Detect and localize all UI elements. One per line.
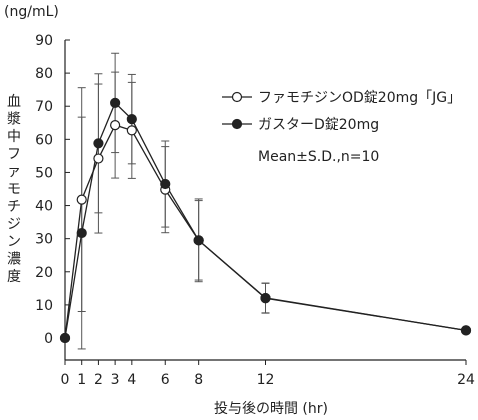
y-tick-label: 60 xyxy=(35,132,53,148)
data-point-filled xyxy=(59,332,71,344)
y-tick-label: 30 xyxy=(35,232,53,248)
legend: ファモチジンOD錠20mg「JG」 ガスターD錠20mg Mean±S.D.,n… xyxy=(222,90,461,165)
y-ticks: 0 10 20 30 40 50 60 70 80 90 xyxy=(35,33,70,347)
data-point-open xyxy=(76,194,87,205)
data-point-open xyxy=(93,153,104,164)
y-tick-label: 90 xyxy=(35,33,53,49)
data-point-open xyxy=(110,119,121,131)
y-title-char: 漿 xyxy=(7,112,21,128)
errorbars-series-1 xyxy=(77,52,270,350)
y-tick-label: 70 xyxy=(35,99,53,115)
legend-note: Mean±S.D.,n=10 xyxy=(258,149,379,165)
y-axis-title: 血漿中ファモチジン濃度 xyxy=(7,94,21,285)
legend-label-1: ガスターD錠20mg xyxy=(258,117,379,133)
y-title-char: ジ xyxy=(7,217,21,233)
legend-marker-filled xyxy=(231,118,243,130)
x-ticks: 0 1 2 3 4 6 8 12 24 xyxy=(61,360,475,388)
x-tick-label: 0 xyxy=(61,372,70,388)
y-title-char: 中 xyxy=(7,129,21,145)
x-tick-label: 6 xyxy=(161,372,170,388)
data-point-filled xyxy=(260,292,271,304)
y-unit-label: (ng/mL) xyxy=(4,4,59,20)
y-title-char: モ xyxy=(7,182,21,198)
y-title-char: 血 xyxy=(7,94,21,110)
y-title-char: チ xyxy=(7,199,21,215)
data-point-filled xyxy=(160,178,171,190)
x-tick-label: 8 xyxy=(194,372,203,388)
x-tick-label: 12 xyxy=(257,372,275,388)
data-point-open xyxy=(126,125,137,136)
y-tick-label: 40 xyxy=(35,199,53,215)
y-tick-label: 10 xyxy=(35,298,53,314)
x-tick-label: 4 xyxy=(127,372,136,388)
data-point-filled xyxy=(460,325,472,336)
legend-item-0: ファモチジンOD錠20mg「JG」 xyxy=(222,90,461,106)
x-tick-label: 3 xyxy=(111,372,120,388)
data-point-filled xyxy=(193,235,204,246)
data-point-filled xyxy=(76,227,87,239)
x-axis-title: 投与後の時間 (hr) xyxy=(214,401,328,417)
plot-area xyxy=(59,52,472,350)
legend-label-0: ファモチジンOD錠20mg「JG」 xyxy=(258,90,461,106)
data-point-filled xyxy=(110,97,121,109)
y-title-char: フ xyxy=(7,147,21,163)
y-tick-label: 50 xyxy=(35,165,53,181)
markers-series-1 xyxy=(59,97,472,344)
y-tick-label: 20 xyxy=(35,265,53,281)
legend-marker-open xyxy=(231,91,243,103)
x-tick-label: 24 xyxy=(457,372,475,388)
data-point-filled xyxy=(126,114,137,125)
y-tick-label: 80 xyxy=(35,66,53,82)
data-point-filled xyxy=(93,138,104,149)
x-tick-label: 2 xyxy=(94,372,103,388)
y-title-char: ァ xyxy=(7,164,21,180)
x-tick-label: 1 xyxy=(77,372,86,388)
y-title-char: 度 xyxy=(7,269,21,285)
y-title-char: 濃 xyxy=(7,252,21,268)
legend-item-1: ガスターD錠20mg xyxy=(222,117,379,133)
y-tick-label: 0 xyxy=(44,331,53,347)
y-title-char: ン xyxy=(7,234,21,250)
